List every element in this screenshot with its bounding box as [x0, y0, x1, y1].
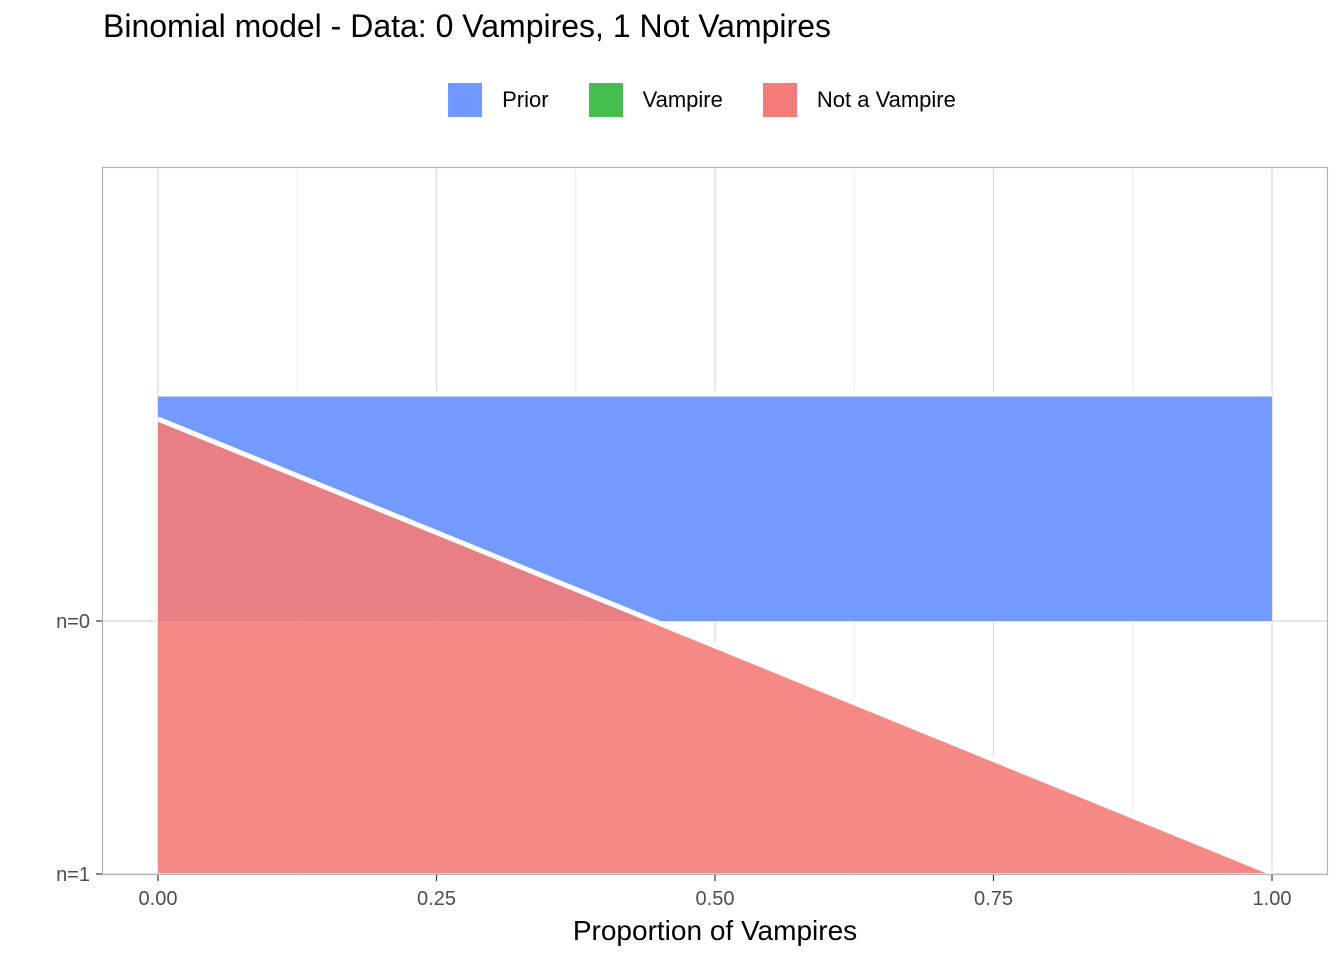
legend-label-not-a-vampire: Not a Vampire [816, 87, 956, 112]
legend-item-prior: Prior [448, 83, 549, 117]
legend: Prior Vampire Not a Vampire [0, 83, 1344, 117]
legend-label-vampire: Vampire [642, 87, 723, 112]
legend-label-prior: Prior [502, 87, 549, 112]
x-tick-label: 0.00 [139, 888, 178, 910]
x-tick-label: 0.25 [417, 888, 456, 910]
x-axis: 0.00 0.25 0.50 0.75 1.00 [139, 875, 1292, 910]
y-tick-label: n=1 [56, 864, 90, 886]
x-tick-label: 0.50 [696, 888, 735, 910]
legend-key-prior [448, 83, 483, 117]
legend-item-not-a-vampire: Not a Vampire [762, 83, 956, 117]
x-axis-title: Proportion of Vampires [573, 915, 857, 946]
plot-panel-border [101, 166, 1329, 876]
legend-key-vampire [588, 83, 623, 117]
y-tick-label: n=0 [56, 611, 90, 633]
legend-item-vampire: Vampire [588, 83, 723, 117]
ridge-outline-not-a-vampire [157, 416, 1273, 876]
x-tick-label: 0.75 [974, 888, 1013, 910]
x-tick-label: 1.00 [1253, 888, 1292, 910]
y-axis: n=0 n=1 [56, 611, 102, 886]
ridges [157, 391, 1273, 876]
chart-title: Binomial model - Data: 0 Vampires, 1 Not… [103, 8, 831, 44]
legend-key-not-a-vampire [762, 83, 797, 117]
